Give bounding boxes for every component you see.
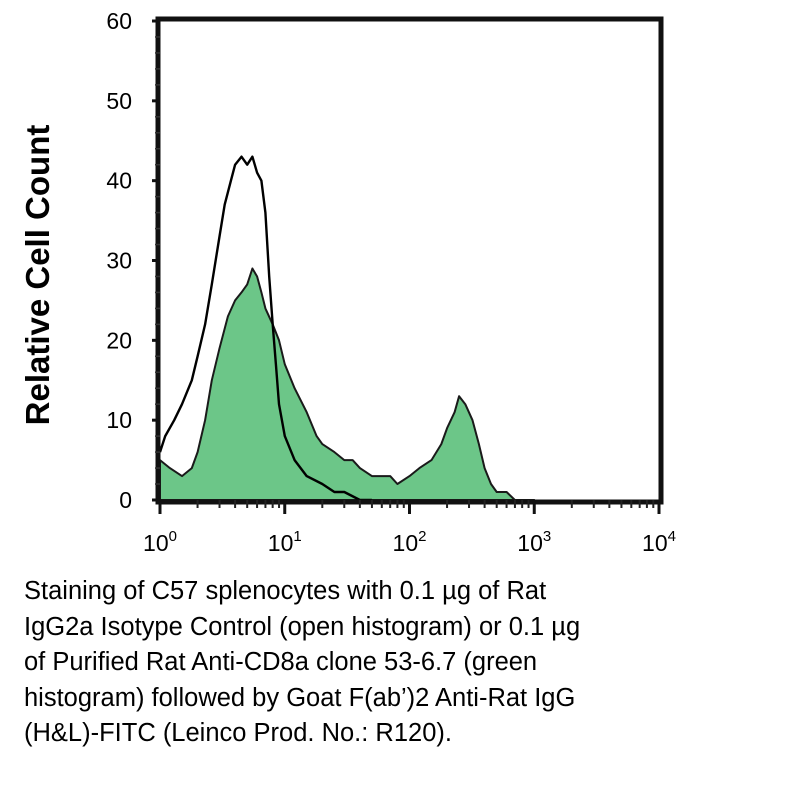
y-tick-label: 50 [106,88,132,114]
x-tick-label: 102 [393,528,427,556]
plot-series [158,155,536,502]
caption-line: Staining of C57 splenocytes with 0.1 µg … [24,577,547,605]
caption-line: of Purified Rat Anti-CD8a clone 53-6.7 (… [24,648,538,676]
caption-line: IgG2a Isotype Control (open histogram) o… [24,612,581,641]
y-tick-label: 30 [106,248,132,274]
histogram-filled [159,267,536,501]
y-tick-label: 40 [106,168,132,194]
histogram-chart: 0 10 20 30 40 50 60 100 101 102 103 104 [106,8,676,556]
y-tick-label: 10 [106,407,132,433]
histogram-open [158,155,372,502]
caption-line: histogram) followed by Goat F(ab’)2 Anti… [24,683,576,712]
x-axis: 100 101 102 103 104 [143,500,676,556]
x-tick-label: 104 [642,528,676,556]
y-axis-label: Relative Cell Count [19,124,56,426]
figure-caption: Staining of C57 splenocytes with 0.1 µg … [24,574,764,752]
x-tick-label: 100 [143,528,177,556]
x-tick-label: 101 [268,528,302,556]
y-axis: 0 10 20 30 40 50 60 [106,8,160,513]
x-tick-label: 103 [517,528,551,556]
y-tick-label: 0 [119,487,132,513]
y-tick-label: 20 [106,327,132,353]
y-tick-label: 60 [106,8,132,34]
caption-line: (H&L)-FITC (Leinco Prod. No.: R120). [24,719,452,747]
